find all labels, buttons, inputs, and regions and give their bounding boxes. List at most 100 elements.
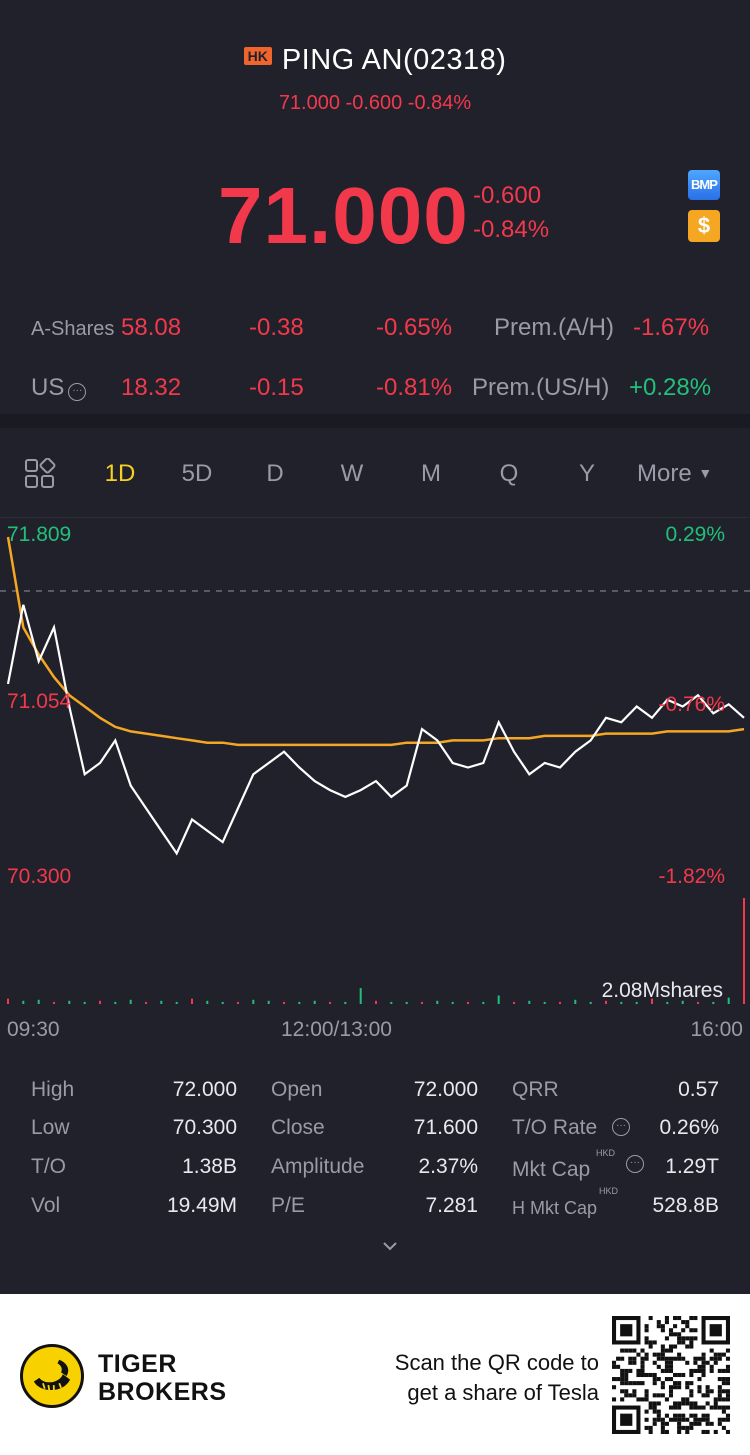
qr-module [685,1336,690,1341]
volume-bar [390,1001,393,1004]
stat-qrr-label: QRR [512,1078,559,1101]
qr-code[interactable] [612,1316,730,1434]
qr-module [656,1377,661,1382]
qr-module [721,1381,726,1386]
volume-bar [221,1001,224,1004]
qr-module [640,1397,645,1402]
stat-qrr-value: 0.57 [678,1078,719,1101]
tab-q[interactable]: Q [499,460,519,487]
indicator-grid-icon[interactable] [24,458,56,490]
tab-y[interactable]: Y [578,460,595,487]
section-divider [0,414,750,428]
qr-module [717,1393,722,1398]
chart-mid-pct: -0.76% [658,693,725,716]
tab-5d[interactable]: 5D [181,460,213,487]
volume-bar [375,1000,377,1004]
qr-module [689,1344,694,1349]
qr-module [717,1421,722,1426]
qr-module [656,1413,661,1418]
volume-bar [283,1001,285,1004]
qr-module [616,1377,621,1382]
tab-1d[interactable]: 1D [104,460,136,487]
qr-module [612,1385,617,1390]
promo-text-line1: Scan the QR code to [394,1350,599,1375]
qr-module [713,1352,718,1357]
qr-module [677,1413,682,1418]
qr-module [721,1405,726,1410]
volume-bar [620,1001,623,1004]
qr-module [677,1332,682,1337]
qr-module [673,1316,678,1321]
stat-close-label: Close [271,1116,325,1139]
qr-module [705,1413,710,1418]
qr-module [673,1405,678,1410]
stat-hmktcap-label: H Mkt Cap [512,1198,598,1218]
qr-module [648,1425,653,1430]
qr-module [721,1389,726,1394]
qr-module [656,1393,661,1398]
qr-module [660,1421,665,1426]
us-row[interactable]: US ··· 18.32 -0.15 -0.81% Prem.(US/H) +0.… [0,374,750,414]
mktcap-info-icon[interactable]: ··· [626,1155,644,1173]
qr-module [677,1356,682,1361]
qr-module [628,1393,633,1398]
qr-module [668,1377,674,1382]
qr-module [689,1421,694,1426]
intraday-chart[interactable] [0,518,750,1018]
stat-pe-label: P/E [271,1194,305,1217]
qr-module [648,1429,653,1434]
qr-module [705,1385,710,1390]
qr-module [612,1364,617,1369]
mktcap-currency: HKD [596,1148,616,1158]
qr-module [620,1389,625,1394]
tab-w[interactable]: W [340,460,364,487]
qr-module [628,1356,633,1361]
qr-module [701,1372,706,1378]
tab-m[interactable]: M [421,460,441,487]
chart-high-price: 71.809 [7,523,72,546]
qr-module [624,1393,629,1398]
volume-bar [589,1001,592,1004]
dollar-icon[interactable]: $ [688,210,720,242]
qr-module [660,1324,665,1329]
qr-module [693,1316,698,1321]
qr-module [644,1328,649,1333]
qr-module [717,1352,722,1357]
qr-module [644,1393,649,1398]
qr-module [673,1417,678,1422]
qr-module [713,1429,718,1434]
volume-bar [681,1000,684,1004]
qr-module [648,1340,653,1345]
qr-module [713,1405,718,1410]
qr-module [677,1425,682,1430]
expand-chevron-icon[interactable] [382,1238,398,1254]
qr-module [685,1417,690,1422]
qr-module [668,1389,674,1394]
qr-module [709,1421,714,1426]
qr-module [721,1368,726,1373]
volume-bar [22,1000,25,1004]
tab-more[interactable]: More ▼ [637,460,712,488]
qr-module [624,1389,629,1394]
qr-module [664,1377,669,1382]
bmp-icon[interactable]: BMP [688,170,720,200]
a-shares-row[interactable]: A-Shares 58.08 -0.38 -0.65% Prem.(A/H) -… [0,314,750,354]
qr-module [725,1368,730,1373]
qr-module [685,1429,690,1434]
qr-module [721,1377,726,1382]
stock-title: PING AN(02318) [281,44,507,76]
volume-bars [7,898,745,1004]
qr-module [620,1348,625,1353]
volume-bar [252,999,255,1004]
qr-module [693,1368,698,1373]
qr-module [689,1316,694,1321]
tab-d[interactable]: D [266,460,284,487]
a-shares-price: 58.08 [121,314,182,341]
qr-module [616,1364,621,1369]
more-info-icon[interactable]: ··· [68,383,87,401]
stat-amplitude-value: 2.37% [418,1155,478,1178]
qr-module [652,1401,657,1406]
torate-info-icon[interactable]: ··· [612,1118,630,1136]
qr-module [721,1409,726,1414]
qr-module [632,1348,637,1353]
